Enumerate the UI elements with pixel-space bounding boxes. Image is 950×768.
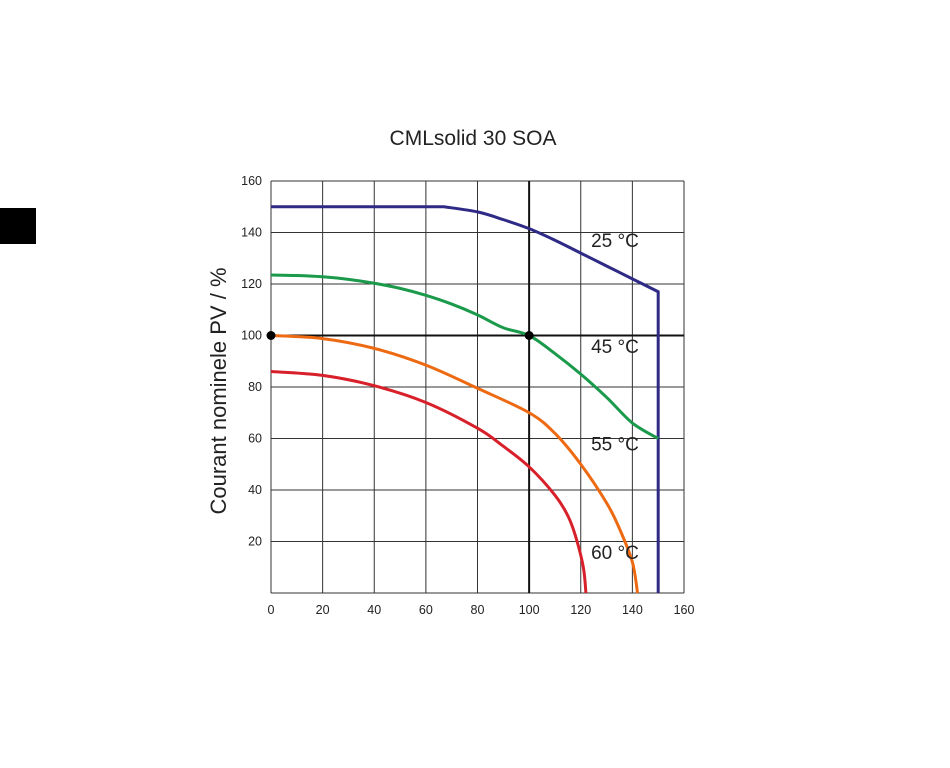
- y-tick-label: 100: [241, 329, 262, 343]
- y-tick-labels: 20 40 60 80 100 120 140 160: [241, 174, 262, 549]
- y-tick-label: 120: [241, 277, 262, 291]
- curve-label: 60 °C: [591, 543, 639, 564]
- x-tick-label: 80: [471, 603, 485, 617]
- x-tick-label: 120: [570, 603, 591, 617]
- data-marker: [524, 331, 534, 340]
- curve-labels: 25 °C 45 °C 55 °C 60 °C: [591, 231, 639, 564]
- series-55-line: [270, 334, 640, 594]
- curve-label: 45 °C: [591, 337, 639, 358]
- y-tick-label: 20: [248, 535, 262, 549]
- reference-lines: [271, 181, 684, 593]
- curve-label: 25 °C: [591, 231, 639, 252]
- y-tick-label: 160: [241, 174, 262, 188]
- x-tick-labels: 0 20 40 60 80 100 120 140 160: [268, 603, 695, 617]
- x-tick-label: 40: [367, 603, 381, 617]
- corner-marker: [0, 208, 36, 244]
- y-tick-label: 80: [248, 380, 262, 394]
- x-tick-label: 20: [316, 603, 330, 617]
- y-axis-label: Courant nominele PV / %: [206, 267, 231, 514]
- series-layer: [270, 205, 660, 594]
- y-tick-label: 40: [248, 483, 262, 497]
- x-tick-label: 160: [674, 603, 695, 617]
- x-tick-label: 100: [519, 603, 540, 617]
- y-tick-label: 60: [248, 432, 262, 446]
- x-tick-label: 140: [622, 603, 643, 617]
- x-tick-label: 0: [268, 603, 275, 617]
- curve-label: 55 °C: [591, 435, 639, 456]
- y-tick-label: 140: [241, 226, 262, 240]
- series-45-line: [270, 273, 659, 440]
- grid: [270, 180, 685, 594]
- series-25-line: [271, 205, 660, 593]
- markers-layer: [266, 331, 534, 340]
- series-60-line: [270, 370, 588, 594]
- chart-title: CMLsolid 30 SOA: [389, 127, 557, 150]
- data-marker: [266, 331, 276, 340]
- x-tick-label: 60: [419, 603, 433, 617]
